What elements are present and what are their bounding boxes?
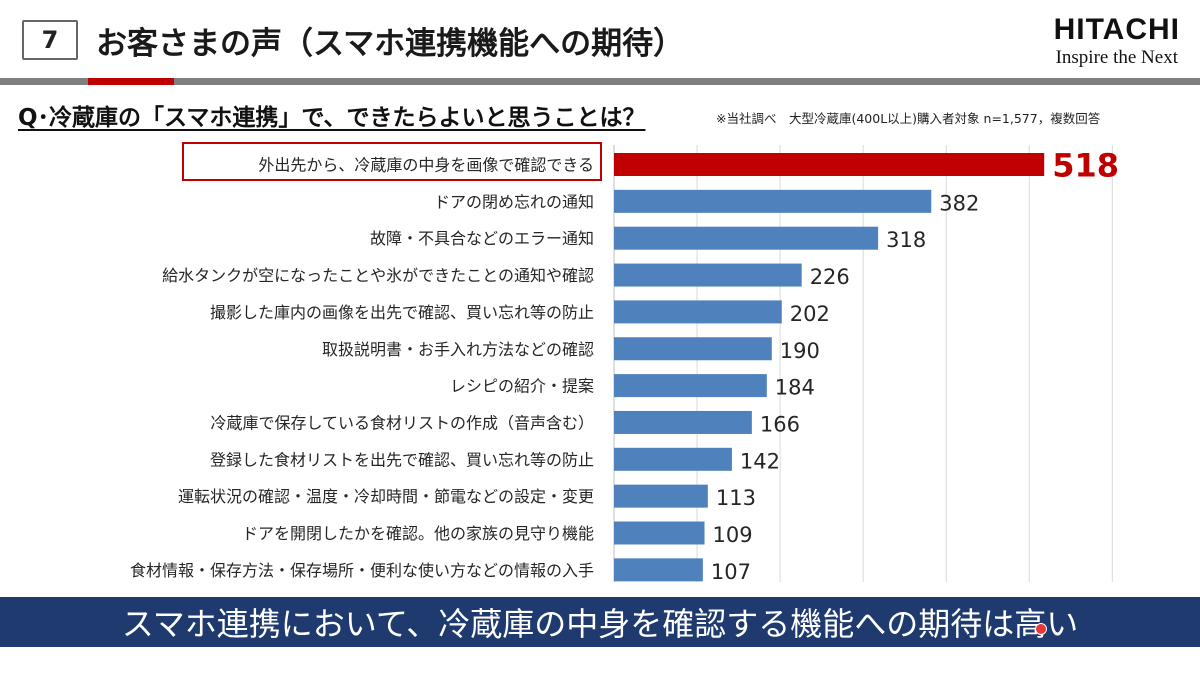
value-label: 518: [1052, 147, 1119, 185]
category-label: 取扱説明書・お手入れ方法などの確認: [322, 340, 594, 359]
bar: [614, 226, 879, 250]
category-label: ドアの閉め忘れの通知: [434, 192, 594, 211]
logo-wordmark: HITACHI: [1053, 13, 1180, 46]
bar: [614, 558, 703, 582]
value-label: 382: [939, 191, 979, 215]
slide-title: お客さまの声（スマホ連携機能への期待）: [96, 26, 685, 62]
pointer-cursor: [1035, 623, 1047, 635]
value-label: 142: [740, 449, 780, 473]
bar: [614, 263, 802, 287]
category-label: ドアを開閉したかを確認。他の家族の見守り機能: [242, 524, 594, 543]
value-label: 318: [886, 228, 926, 252]
hitachi-logo: HITACHI Inspire the Next: [1054, 14, 1180, 68]
conclusion-text: スマホ連携において、冷蔵庫の中身を確認する機能への期待は高い: [121, 605, 1079, 643]
category-label: 故障・不具合などのエラー通知: [370, 229, 594, 248]
category-label: レシピの紹介・提案: [450, 377, 594, 396]
value-label: 109: [713, 523, 753, 547]
value-label: 226: [810, 265, 850, 289]
bar: [614, 189, 932, 213]
highlight-box: [182, 142, 602, 181]
value-label: 190: [780, 339, 820, 363]
category-label: 外出先から、冷蔵庫の中身を画像で確認できる: [258, 156, 594, 175]
category-label: 冷蔵庫で保存している食材リストの作成（音声含む）: [210, 413, 594, 432]
bar: [614, 337, 772, 361]
value-label: 113: [716, 486, 756, 510]
bar: [614, 153, 1045, 176]
title-divider: [0, 78, 1200, 85]
category-label: 給水タンクが空になったことや氷ができたことの通知や確認: [162, 266, 594, 285]
bar: [614, 484, 708, 508]
bar: [614, 410, 752, 434]
bar: [614, 447, 732, 471]
conclusion-banner: スマホ連携において、冷蔵庫の中身を確認する機能への期待は高い: [0, 597, 1200, 647]
survey-question: Q･冷蔵庫の「スマホ連携」で、できたらよいと思うことは？: [18, 105, 646, 131]
value-label: 184: [775, 376, 815, 400]
value-label: 107: [711, 560, 751, 584]
category-label: 運転状況の確認・温度・冷却時間・節電などの設定・変更: [178, 487, 594, 506]
bar-chart: 外出先から、冷蔵庫の中身を画像で確認できる 518 ドアの閉め忘れの通知 382 故障・…: [130, 142, 1119, 584]
value-label: 166: [760, 412, 800, 436]
survey-note: ※当社調べ 大型冷蔵庫(400L以上)購入者対象 n=1,577，複数回答: [716, 111, 1101, 126]
category-label: 食材情報・保存方法・保存場所・便利な使い方などの情報の入手: [130, 561, 594, 580]
bar: [614, 374, 767, 398]
value-label: 202: [790, 302, 830, 326]
slide-number: 7: [41, 26, 59, 54]
bar: [614, 300, 782, 324]
title-divider-accent: [88, 78, 174, 85]
category-label: 撮影した庫内の画像を出先で確認、買い忘れ等の防止: [210, 303, 594, 322]
slide-number-box: 7: [22, 20, 78, 60]
logo-tagline: Inspire the Next: [1055, 47, 1178, 68]
bar: [614, 521, 705, 545]
category-label: 登録した食材リストを出先で確認、買い忘れ等の防止: [210, 450, 594, 469]
